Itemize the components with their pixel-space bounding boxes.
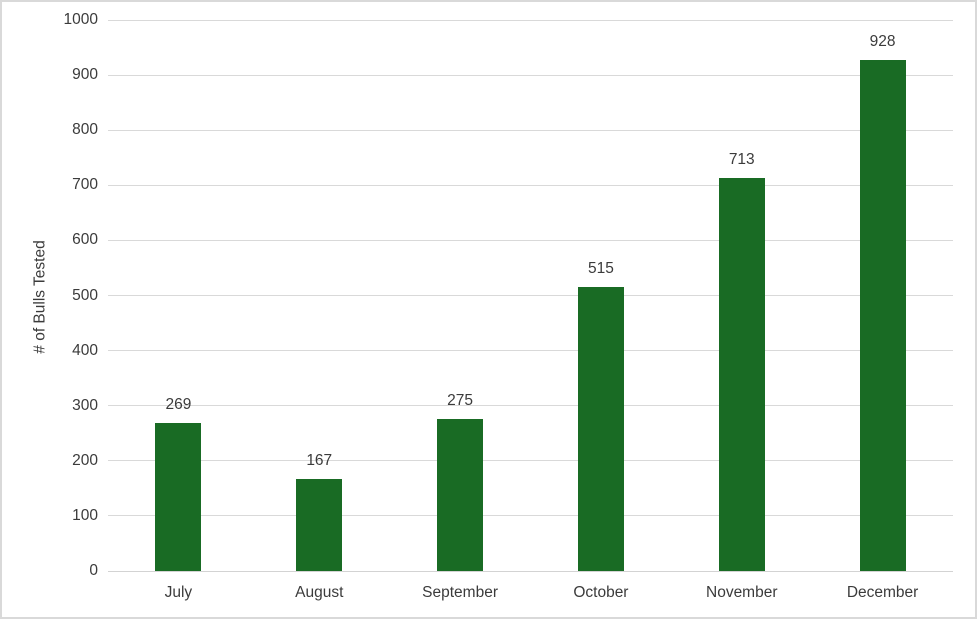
gridline (108, 515, 953, 517)
bar-july (155, 422, 202, 571)
y-tick-label: 700 (72, 176, 98, 194)
gridline (108, 239, 953, 241)
gridline (108, 405, 953, 407)
bar-value-label: 269 (165, 395, 192, 413)
y-tick-label: 300 (72, 396, 98, 414)
bar-value-label: 275 (447, 392, 474, 410)
y-tick-label: 100 (72, 506, 98, 524)
bar-september (437, 419, 484, 571)
x-category-label: August (295, 584, 344, 601)
bar-value-label: 515 (587, 260, 614, 278)
gridline (108, 19, 953, 21)
bar-august (296, 478, 343, 571)
x-category-label: July (164, 584, 193, 601)
y-tick-label: 800 (72, 121, 98, 139)
gridline (108, 350, 953, 352)
gridline (108, 74, 953, 76)
x-axis-line (108, 570, 953, 572)
x-category-label: November (706, 584, 778, 601)
bar-november (718, 178, 765, 571)
y-tick-label: 900 (72, 66, 98, 84)
bar-value-label: 928 (869, 32, 896, 50)
bar-december (859, 59, 906, 571)
y-tick-label: 600 (72, 231, 98, 249)
x-category-label: September (422, 584, 498, 601)
y-tick-label: 500 (72, 286, 98, 304)
gridline (108, 460, 953, 462)
y-tick-label: 200 (72, 451, 98, 469)
bar-october (577, 287, 624, 571)
x-category-label: October (573, 584, 629, 601)
gridline (108, 129, 953, 131)
bar-value-label: 713 (728, 151, 755, 169)
gridline (108, 184, 953, 186)
x-category-label: December (846, 584, 919, 601)
y-tick-label: 400 (72, 341, 98, 359)
y-tick-label: 1000 (63, 10, 98, 28)
gridline (108, 295, 953, 296)
y-tick-label: 0 (89, 561, 98, 579)
bar-value-label: 167 (306, 451, 333, 469)
